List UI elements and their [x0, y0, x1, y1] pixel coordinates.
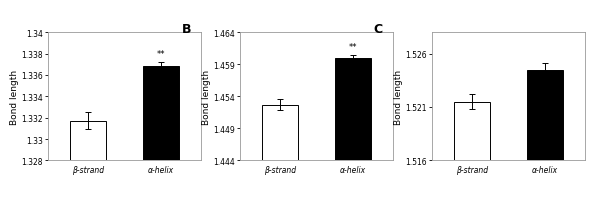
Y-axis label: Bond length: Bond length [10, 69, 19, 124]
Bar [70, 121, 106, 161]
Bar [143, 67, 179, 161]
Text: **: ** [349, 42, 357, 52]
Bar [262, 105, 298, 161]
Bar [527, 70, 563, 161]
Bar [454, 102, 490, 161]
Text: B: B [182, 23, 191, 36]
Text: C: C [374, 23, 383, 36]
Bar [335, 59, 371, 161]
Y-axis label: Bond length: Bond length [394, 69, 403, 124]
Y-axis label: Bond length: Bond length [202, 69, 211, 124]
Text: **: ** [157, 50, 165, 59]
